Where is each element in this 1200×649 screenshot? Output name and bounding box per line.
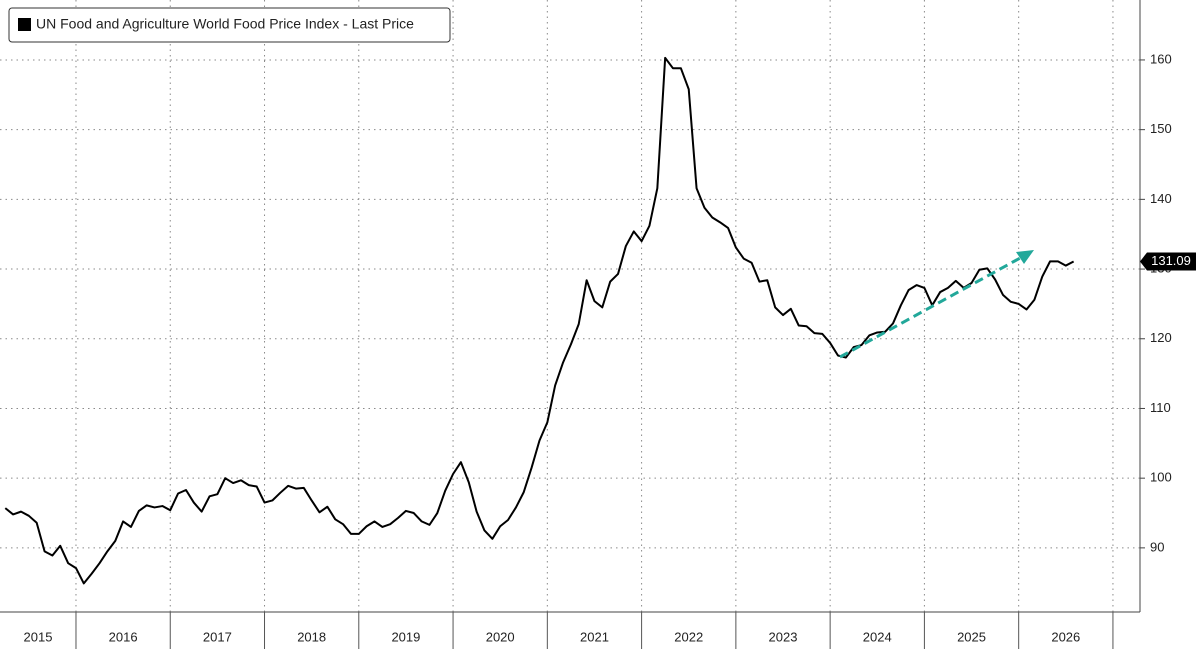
x-tick-label: 2015	[24, 629, 53, 644]
trend-line	[839, 255, 1023, 359]
legend-label: UN Food and Agriculture World Food Price…	[36, 16, 414, 32]
legend-swatch	[18, 18, 31, 31]
trend-arrow	[839, 250, 1034, 359]
y-tick-label: 100	[1150, 470, 1172, 485]
y-tick-label: 120	[1150, 330, 1172, 345]
axes: 9010011012013014015016020152016201720182…	[24, 51, 1196, 649]
legend: UN Food and Agriculture World Food Price…	[8, 7, 451, 43]
x-tick-label: 2019	[391, 629, 420, 644]
last-price-box	[1140, 252, 1196, 271]
last-price-tag: 131.09	[1140, 252, 1196, 271]
y-tick-label: 150	[1150, 121, 1172, 136]
x-tick-label: 2018	[297, 629, 326, 644]
data-line	[4, 56, 1075, 585]
x-tick-label: 2016	[109, 629, 138, 644]
y-tick-label: 90	[1150, 539, 1164, 554]
x-tick-label: 2021	[580, 629, 609, 644]
y-tick-label: 140	[1150, 191, 1172, 206]
arrow-head	[1016, 250, 1034, 264]
x-tick-label: 2020	[486, 629, 515, 644]
last-price-label: 131.09	[1151, 253, 1191, 268]
x-tick-label: 2023	[769, 629, 798, 644]
y-tick-label: 160	[1150, 51, 1172, 66]
x-tick-label: 2026	[1051, 629, 1080, 644]
x-tick-label: 2022	[674, 629, 703, 644]
x-tick-label: 2017	[203, 629, 232, 644]
x-tick-label: 2025	[957, 629, 986, 644]
legend-box	[8, 7, 451, 43]
x-tick-label: 2024	[863, 629, 892, 644]
plot	[4, 56, 1075, 585]
y-tick-label: 110	[1150, 400, 1171, 415]
